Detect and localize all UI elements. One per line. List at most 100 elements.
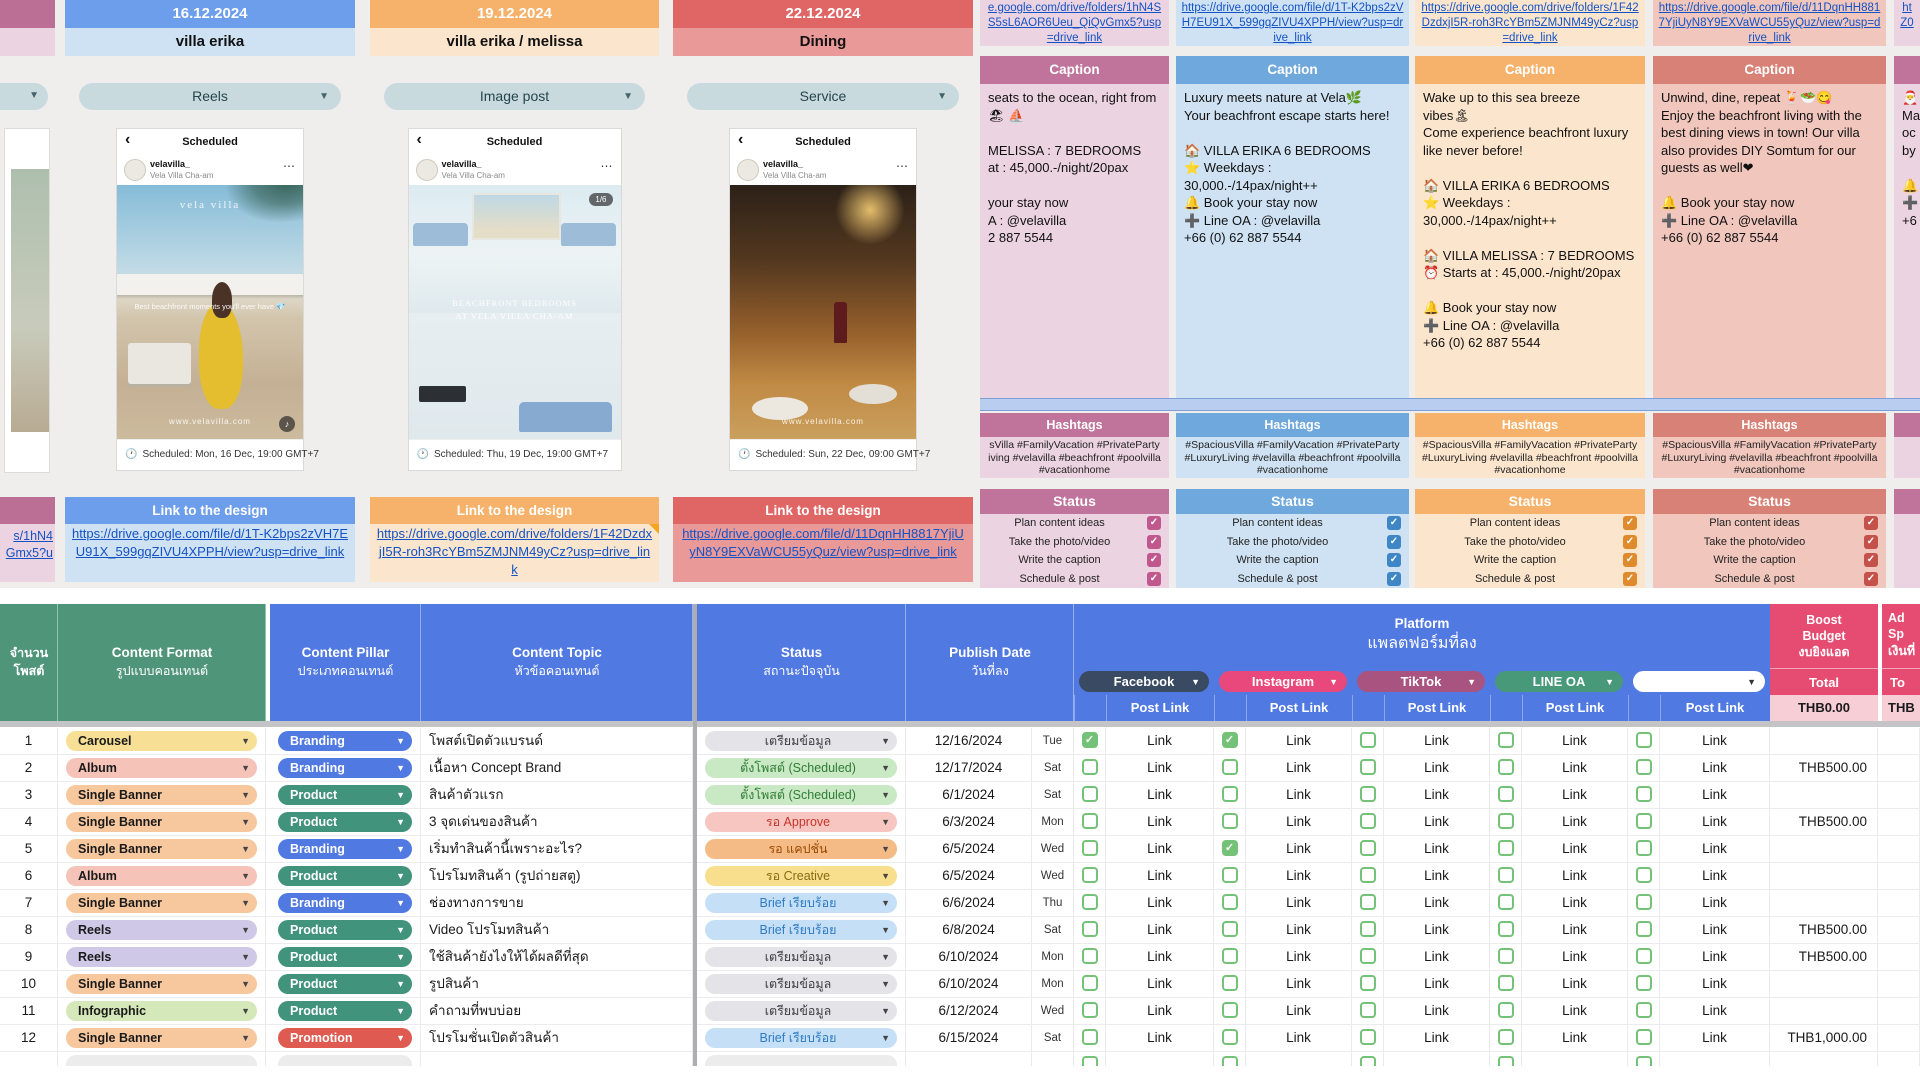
post-link-cell[interactable]: Link (1106, 782, 1214, 808)
post-link-cell[interactable]: Link (1246, 755, 1352, 781)
dropdown-pill[interactable]: Brief เรียบร้อย ▼ (705, 920, 897, 940)
post-link-cell[interactable]: Link (1246, 998, 1352, 1024)
post-link-cell[interactable]: Link (1522, 836, 1628, 862)
platform-checkbox[interactable] (1635, 1056, 1652, 1066)
hashtags-text[interactable]: #SpaciousVilla #FamilyVacation #PrivateP… (1653, 437, 1886, 478)
dropdown-pill[interactable]: Infographic ▼ (66, 1001, 257, 1021)
dropdown-pill[interactable]: Album ▼ (66, 866, 257, 886)
ad-spend-cell[interactable] (1882, 998, 1920, 1024)
publish-date-cell[interactable]: 6/10/2024 (906, 971, 1032, 997)
ad-spend-cell[interactable] (1882, 1052, 1920, 1066)
platform-checkbox[interactable] (1497, 975, 1514, 991)
ad-spend-cell[interactable] (1882, 1025, 1920, 1051)
post-link-cell[interactable]: Link (1246, 728, 1352, 754)
status-checkbox[interactable]: ✓ (1864, 516, 1878, 530)
hashtags-text[interactable] (1894, 437, 1920, 478)
status-checkbox[interactable]: ✓ (1623, 571, 1637, 586)
post-link-cell[interactable]: Link (1106, 1025, 1214, 1051)
post-link-cell[interactable] (1660, 1052, 1770, 1066)
platform-checkbox[interactable] (1635, 786, 1652, 802)
content-topic-cell[interactable]: โปรโมชั่นเปิดตัวสินค้า (421, 1025, 693, 1051)
platform-checkbox[interactable] (1359, 1056, 1376, 1066)
dropdown-pill[interactable]: Product ▼ (278, 785, 412, 805)
post-link-cell[interactable]: Link (1660, 863, 1770, 889)
post-link-cell[interactable]: Link (1384, 1025, 1490, 1051)
design-link[interactable]: https://drive.google.com/file/d/11DqnHH8… (673, 524, 973, 582)
dropdown-pill[interactable]: Branding ▼ (278, 758, 412, 778)
content-topic-cell[interactable]: เนื้อหา Concept Brand (421, 755, 693, 781)
post-link-cell[interactable]: Link (1106, 890, 1214, 916)
platform-checkbox[interactable] (1359, 975, 1376, 991)
post-link-cell[interactable]: Link (1384, 890, 1490, 916)
ad-spend-cell[interactable] (1882, 971, 1920, 997)
platform-checkbox[interactable] (1221, 894, 1238, 910)
design-link[interactable]: https://drive.google.com/file/d/1T-K2bps… (1176, 0, 1409, 46)
platform-checkbox[interactable] (1081, 786, 1098, 802)
post-link-cell[interactable]: Link (1660, 998, 1770, 1024)
post-link-cell[interactable]: Link (1660, 1025, 1770, 1051)
design-link[interactable]: https://drive.google.com/drive/folders/1… (1415, 0, 1645, 46)
dropdown-pill[interactable]: Brief เรียบร้อย ▼ (705, 893, 897, 913)
boost-budget-cell[interactable]: THB500.00 (1770, 809, 1878, 835)
dropdown-pill[interactable]: Carousel ▼ (66, 731, 257, 751)
hashtags-text[interactable]: #SpaciousVilla #FamilyVacation #PrivateP… (1176, 437, 1409, 478)
platform-checkbox[interactable] (1221, 813, 1238, 829)
post-link-cell[interactable]: Link (1384, 917, 1490, 943)
platform-checkbox[interactable] (1497, 867, 1514, 883)
publish-date-cell[interactable]: 12/16/2024 (906, 728, 1032, 754)
platform-checkbox[interactable] (1497, 948, 1514, 964)
dropdown-pill[interactable]: Branding ▼ (278, 839, 412, 859)
post-link-cell[interactable]: Link (1660, 809, 1770, 835)
status-checkbox[interactable]: ✓ (1387, 571, 1401, 586)
caption-text[interactable]: Wake up to this sea breeze vibes🏝 Come exp… (1415, 84, 1645, 398)
platform-checkbox[interactable] (1081, 867, 1098, 883)
dropdown-pill[interactable]: ตั้งโพสต์ (Scheduled) ▼ (705, 785, 897, 805)
dropdown-pill[interactable]: Brief เรียบร้อย ▼ (705, 1028, 897, 1048)
post-link-cell[interactable]: Link (1384, 971, 1490, 997)
platform-checkbox[interactable] (1497, 921, 1514, 937)
post-link-cell[interactable]: Link (1246, 917, 1352, 943)
platform-checkbox[interactable] (1221, 1029, 1238, 1045)
platform-checkbox[interactable] (1081, 948, 1098, 964)
dropdown-pill[interactable]: Single Banner ▼ (66, 839, 257, 859)
post-link-cell[interactable]: Link (1660, 836, 1770, 862)
platform-checkbox[interactable] (1497, 759, 1514, 775)
post-link-cell[interactable]: Link (1384, 998, 1490, 1024)
post-link-cell[interactable]: Link (1106, 971, 1214, 997)
content-topic-cell[interactable]: โพสต์เปิดตัวแบรนด์ (421, 728, 693, 754)
content-topic-cell[interactable]: ช่องทางการขาย (421, 890, 693, 916)
boost-budget-cell[interactable]: THB500.00 (1770, 755, 1878, 781)
dropdown-pill[interactable]: Single Banner ▼ (66, 812, 257, 832)
dropdown-pill[interactable]: Reels ▼ (66, 947, 257, 967)
post-link-cell[interactable]: Link (1106, 836, 1214, 862)
post-link-cell[interactable]: Link (1522, 1025, 1628, 1051)
dropdown-pill[interactable] (278, 1055, 412, 1066)
platform-checkbox[interactable] (1359, 1029, 1376, 1045)
ad-spend-cell[interactable] (1882, 863, 1920, 889)
platform-dropdown-Instagram[interactable]: Instagram ▼ (1219, 671, 1347, 692)
platform-checkbox[interactable] (1221, 1002, 1238, 1018)
platform-checkbox[interactable] (1497, 1002, 1514, 1018)
ad-spend-cell[interactable] (1882, 890, 1920, 916)
dropdown-pill[interactable]: เตรียมข้อมูล ▼ (705, 731, 897, 751)
design-link[interactable]: s/1hN4 Gmx5?u (0, 524, 55, 582)
platform-checkbox[interactable] (1221, 921, 1238, 937)
publish-date-cell[interactable]: 6/5/2024 (906, 863, 1032, 889)
post-link-cell[interactable]: Link (1522, 755, 1628, 781)
boost-budget-cell[interactable] (1770, 728, 1878, 754)
platform-checkbox[interactable] (1635, 840, 1652, 856)
platform-checkbox[interactable] (1497, 813, 1514, 829)
dropdown-pill[interactable] (66, 1055, 257, 1066)
dropdown-pill[interactable]: Product ▼ (278, 947, 412, 967)
hashtags-text[interactable]: sVilla #FamilyVacation #PrivateParty ivin… (980, 437, 1169, 478)
publish-date-cell[interactable]: 6/8/2024 (906, 917, 1032, 943)
boost-budget-cell[interactable]: THB1,000.00 (1770, 1025, 1878, 1051)
platform-checkbox[interactable] (1221, 1056, 1238, 1066)
ad-spend-cell[interactable] (1882, 782, 1920, 808)
post-link-cell[interactable]: Link (1522, 809, 1628, 835)
dropdown-pill[interactable]: รอ Creative ▼ (705, 866, 897, 886)
post-link-cell[interactable] (1384, 1052, 1490, 1066)
ad-spend-cell[interactable] (1882, 836, 1920, 862)
ad-spend-cell[interactable] (1882, 917, 1920, 943)
platform-checkbox[interactable] (1081, 975, 1098, 991)
